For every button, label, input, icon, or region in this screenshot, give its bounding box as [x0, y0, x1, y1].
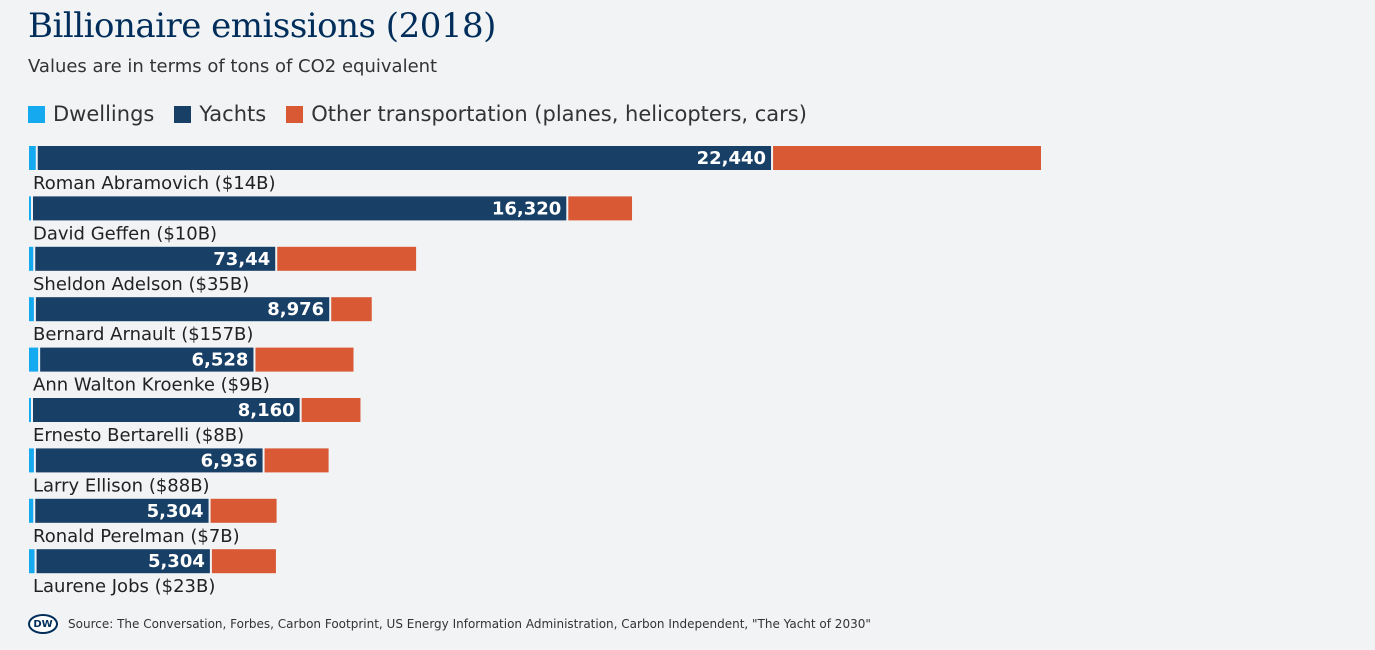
footer: DW Source: The Conversation, Forbes, Car… [28, 614, 871, 634]
category-label-ann-walton-kroenke: Ann Walton Kroenke ($9B) [33, 375, 270, 396]
bar-yachts-ann-walton-kroenke [40, 347, 254, 372]
bar-yachts-larry-ellison [35, 448, 263, 473]
value-label-larry-ellison: 6,936 [201, 450, 258, 471]
legend-item-yachts: Yachts [174, 102, 266, 126]
category-label-larry-ellison: Larry Ellison ($88B) [33, 475, 210, 496]
bar-dwellings-laurene-jobs [29, 549, 35, 574]
bar-yachts-ernesto-bertarelli [33, 398, 300, 422]
bar-dwellings-ernesto-bertarelli [29, 398, 31, 422]
bar-dwellings-roman-abramovich [29, 146, 36, 170]
bar-other-transportation-ann-walton-kroenke [255, 347, 354, 372]
bar-other-transportation-laurene-jobs [211, 549, 276, 574]
bar-other-transportation-sheldon-adelson [277, 246, 417, 271]
chart-subtitle: Values are in terms of tons of CO2 equiv… [28, 56, 438, 77]
legend-label-dwellings: Dwellings [53, 102, 155, 126]
value-label-ronald-perelman: 5,304 [147, 501, 204, 522]
category-label-roman-abramovich: Roman Abramovich ($14B) [33, 173, 276, 194]
category-label-ernesto-bertarelli: Ernesto Bertarelli ($8B) [33, 425, 244, 446]
bar-dwellings-larry-ellison [29, 448, 34, 473]
legend-label-other-transportation: Other transportation (planes, helicopter… [311, 102, 807, 126]
bar-dwellings-bernard-arnault [29, 297, 34, 322]
value-label-bernard-arnault: 8,976 [267, 299, 324, 320]
legend-label-yachts: Yachts [199, 102, 267, 126]
bar-chart: 22,440 Roman Abramovich ($14B) 16,320 David… [29, 146, 1041, 597]
value-label-david-geffen: 16,320 [492, 198, 561, 219]
legend-swatch-other-transportation [286, 105, 304, 123]
bar-yachts-ronald-perelman [35, 498, 209, 523]
category-label-david-geffen: David Geffen ($10B) [33, 223, 217, 244]
category-label-sheldon-adelson: Sheldon Adelson ($35B) [33, 274, 249, 295]
value-label-ann-walton-kroenke: 6,528 [192, 350, 249, 371]
bar-dwellings-ann-walton-kroenke [29, 347, 39, 372]
value-label-sheldon-adelson: 73,44 [213, 249, 270, 270]
value-label-ernesto-bertarelli: 8,160 [238, 400, 295, 421]
bar-yachts-bernard-arnault [35, 297, 330, 322]
category-label-bernard-arnault: Bernard Arnault ($157B) [33, 324, 253, 345]
bar-other-transportation-larry-ellison [264, 448, 329, 473]
bar-dwellings-sheldon-adelson [29, 246, 34, 271]
bar-other-transportation-ernesto-bertarelli [301, 398, 361, 422]
legend-item-other-transportation: Other transportation (planes, helicopter… [286, 102, 807, 126]
legend: Dwellings Yachts Other transportation (p… [28, 102, 807, 126]
bar-other-transportation-roman-abramovich [773, 146, 1041, 170]
dw-logo: DW [28, 614, 58, 634]
chart-title: Billionaire emissions (2018) [28, 6, 496, 46]
value-label-roman-abramovich: 22,440 [697, 148, 766, 169]
bar-yachts-sheldon-adelson [35, 246, 276, 271]
source-text: Source: The Conversation, Forbes, Carbon… [68, 617, 871, 631]
bar-dwellings-ronald-perelman [29, 498, 34, 523]
bar-dwellings-david-geffen [29, 196, 31, 221]
bar-yachts-roman-abramovich [37, 146, 772, 170]
category-label-ronald-perelman: Ronald Perelman ($7B) [33, 526, 240, 547]
category-label-laurene-jobs: Laurene Jobs ($23B) [33, 576, 215, 597]
bar-other-transportation-david-geffen [568, 196, 633, 221]
legend-swatch-dwellings [28, 105, 45, 123]
bar-yachts-david-geffen [33, 196, 567, 221]
bar-other-transportation-ronald-perelman [210, 498, 277, 523]
value-label-laurene-jobs: 5,304 [148, 551, 205, 572]
bar-other-transportation-bernard-arnault [331, 297, 372, 322]
bar-yachts-laurene-jobs [36, 549, 210, 574]
legend-item-dwellings: Dwellings [28, 102, 154, 126]
legend-swatch-yachts [174, 105, 192, 123]
